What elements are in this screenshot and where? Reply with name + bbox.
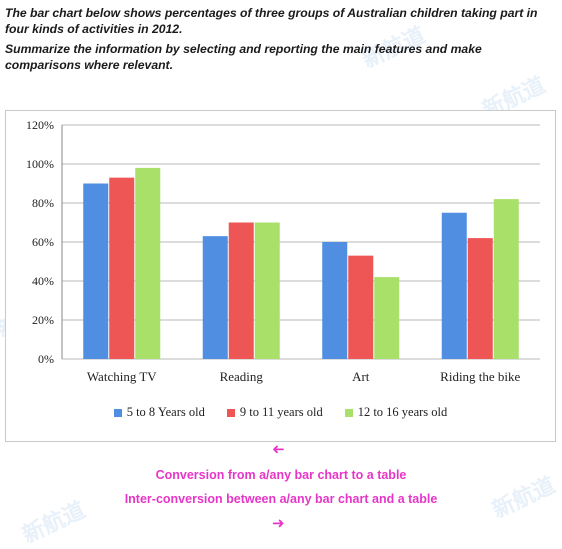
task-prompt: The bar chart below shows percentages of… (5, 6, 557, 78)
y-tick-label: 120% (26, 118, 54, 132)
x-tick-label: Watching TV (87, 369, 157, 384)
chart-frame: 0% 20% 40% 60% 80% 100% 120% Watching TV Reading… (5, 110, 556, 442)
bar (441, 212, 467, 359)
bar (109, 177, 135, 359)
legend-item: 9 to 11 years old (226, 405, 323, 420)
link-bar-to-table[interactable]: Conversion from a/any bar chart to a tab… (155, 468, 407, 482)
legend-item: 12 to 16 years old (344, 405, 448, 420)
bar (202, 236, 228, 359)
legend-label: 12 to 16 years old (357, 405, 448, 419)
y-tick-label: 100% (26, 157, 54, 171)
x-tick-label: Art (352, 369, 370, 384)
x-tick-label: Reading (220, 369, 264, 384)
bar (493, 199, 519, 359)
legend-swatch (344, 408, 353, 417)
legend-item: 5 to 8 Years old (113, 405, 205, 420)
bar (254, 222, 280, 359)
bar (228, 222, 254, 359)
bar (374, 277, 400, 359)
x-tick-label: Riding the bike (440, 369, 520, 384)
next-arrow-icon[interactable]: ➜ (272, 514, 285, 532)
bar (322, 242, 348, 359)
bar (467, 238, 493, 359)
bar (135, 167, 161, 359)
bar (348, 255, 374, 359)
bar-chart: 0% 20% 40% 60% 80% 100% 120% Watching TV Reading… (26, 118, 540, 384)
prev-arrow-icon[interactable]: ➜ (272, 440, 285, 458)
prompt-line-2: Summarize the information by selecting a… (5, 42, 482, 72)
bar (83, 183, 109, 359)
legend-label: 9 to 11 years old (239, 405, 323, 419)
chart-legend: 5 to 8 Years old 9 to 11 years old 12 to 1… (6, 405, 555, 420)
link-inter-conversion[interactable]: Inter-conversion between a/any bar chart… (124, 492, 438, 506)
y-tick-label: 40% (32, 274, 54, 288)
legend-swatch (113, 408, 122, 417)
y-tick-label: 0% (38, 352, 54, 366)
y-tick-label: 80% (32, 196, 54, 210)
y-tick-label: 60% (32, 235, 54, 249)
legend-label: 5 to 8 Years old (126, 405, 205, 419)
y-tick-label: 20% (32, 313, 54, 327)
prompt-line-1: The bar chart below shows percentages of… (5, 6, 538, 36)
legend-swatch (226, 408, 235, 417)
